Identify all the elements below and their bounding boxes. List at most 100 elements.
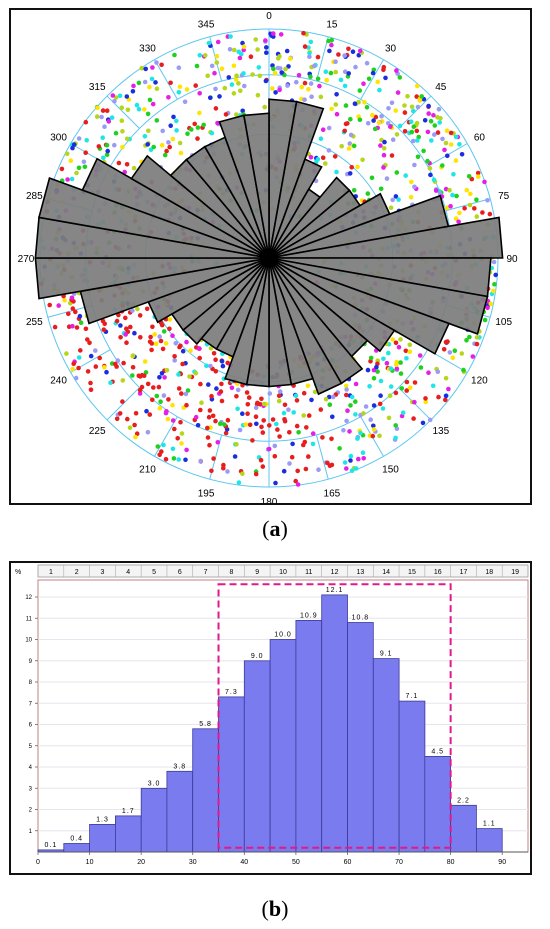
scatter-point [170, 446, 176, 452]
angle-label: 0 [266, 11, 272, 22]
scatter-point [462, 206, 467, 211]
scatter-point [371, 376, 377, 381]
scatter-point [301, 30, 306, 36]
scatter-point [329, 37, 335, 43]
scatter-point [378, 143, 383, 148]
scatter-point [141, 373, 147, 379]
scatter-point [133, 434, 138, 440]
scatter-point [131, 83, 136, 89]
histogram-bar [63, 843, 90, 853]
scatter-point [150, 397, 155, 403]
scatter-point [390, 137, 396, 142]
histogram-panel: 1 2 3 4 5 6 7 8 9 10 11 12 13 14 15 16 17 18 19% 1 2 3 4 5 6 7 8 9 1… [9, 561, 532, 875]
scatter-point [353, 412, 358, 417]
scatter-point [207, 408, 213, 413]
scatter-point [402, 129, 408, 134]
scatter-point [308, 74, 313, 79]
top-strip-label: 2 [75, 569, 79, 576]
histogram-bar [295, 620, 323, 853]
scatter-point [195, 125, 201, 130]
scatter-point [414, 94, 420, 99]
scatter-point [425, 129, 431, 135]
scatter-point [170, 402, 175, 408]
scatter-point [154, 118, 160, 123]
scatter-point [100, 135, 105, 140]
scatter-point [351, 188, 357, 193]
scatter-point [451, 172, 456, 177]
scatter-point [100, 108, 106, 113]
scatter-point [472, 206, 477, 211]
scatter-point [407, 349, 413, 355]
scatter-point [334, 92, 339, 97]
scatter-point [273, 480, 278, 486]
top-strip-label: 18 [485, 569, 493, 576]
scatter-point [320, 155, 326, 160]
scatter-point [416, 134, 422, 140]
rose-petal [242, 112, 270, 259]
scatter-point [242, 83, 247, 89]
scatter-point [70, 323, 75, 329]
scatter-point [348, 453, 354, 459]
scatter-point [88, 387, 94, 393]
scatter-point [74, 170, 79, 176]
scatter-point [365, 191, 371, 196]
scatter-point [339, 143, 345, 149]
scatter-point [418, 365, 424, 370]
scatter-point [397, 123, 403, 129]
scatter-point [356, 99, 361, 105]
scatter-point [405, 94, 410, 99]
scatter-point [215, 440, 221, 445]
scatter-point [334, 169, 339, 175]
scatter-point [237, 427, 243, 433]
histogram-bar [321, 594, 348, 853]
scatter-point [113, 130, 119, 136]
scatter-point [306, 454, 311, 459]
scatter-point [125, 107, 131, 113]
scatter-point [208, 363, 213, 369]
scatter-point [275, 427, 280, 432]
scatter-point [409, 179, 414, 185]
scatter-point [213, 357, 218, 363]
scatter-point [347, 429, 352, 434]
scatter-point [171, 114, 176, 120]
scatter-point [394, 170, 400, 175]
scatter-point [310, 441, 316, 447]
scatter-point [286, 64, 291, 69]
scatter-point [142, 107, 147, 112]
scatter-point [293, 478, 299, 484]
scatter-point [106, 119, 112, 124]
scatter-point [99, 114, 104, 120]
scatter-point [288, 56, 293, 61]
y-tick-label: 10 [25, 638, 32, 644]
scatter-point [353, 64, 358, 70]
scatter-point [404, 379, 410, 385]
scatter-point [440, 136, 445, 142]
scatter-point [209, 130, 215, 136]
scatter-point [135, 306, 140, 312]
scatter-point [482, 179, 487, 185]
scatter-point [453, 158, 459, 163]
scatter-point [428, 172, 433, 178]
highlight-range-box [217, 583, 452, 849]
scatter-point [87, 340, 92, 346]
scatter-point [468, 191, 473, 197]
scatter-point [149, 76, 155, 82]
angle-label: 180 [261, 497, 278, 503]
scatter-point [435, 115, 440, 120]
scatter-point [77, 313, 83, 319]
scatter-point [217, 94, 222, 99]
scatter-point [442, 147, 447, 153]
scatter-point [93, 348, 98, 353]
scatter-point [361, 411, 366, 416]
scatter-point [428, 118, 434, 124]
scatter-point [152, 332, 157, 337]
scatter-point [167, 317, 173, 322]
scatter-point [329, 42, 334, 48]
x-tick-label: 60 [344, 859, 352, 866]
scatter-point [239, 51, 244, 57]
scatter-point [185, 131, 190, 136]
scatter-point [295, 482, 301, 487]
scatter-point [294, 398, 300, 403]
scatter-point [408, 119, 414, 124]
scatter-point [368, 417, 374, 423]
